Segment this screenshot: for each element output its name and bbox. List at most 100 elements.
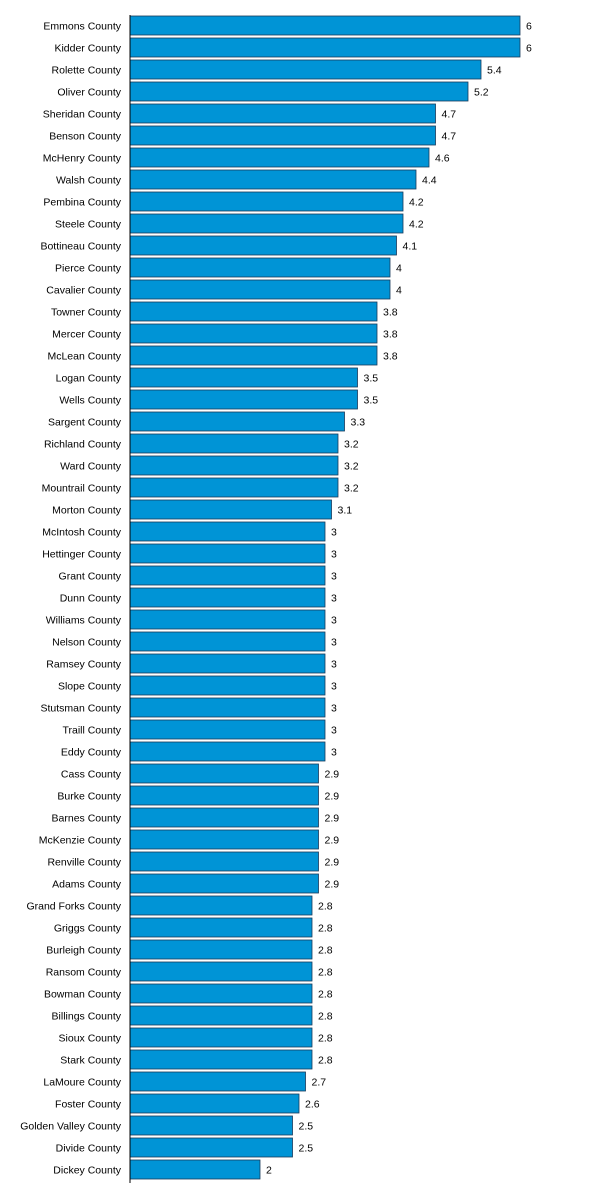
bar-41 [129,917,313,938]
category-label: Sioux County [59,1033,122,1045]
category-label: Pembina County [43,197,121,209]
bar-3 [129,81,469,102]
category-label: Cavalier County [46,285,121,297]
category-label: Ramsey County [46,659,121,671]
bar-33 [129,741,326,762]
category-label: Nelson County [52,637,122,649]
bars-layer [129,15,521,1180]
value-label: 3.5 [364,395,379,407]
category-label: Oliver County [57,87,121,99]
category-label: McKenzie County [39,835,122,847]
value-label: 2.8 [318,1033,333,1045]
value-label: 4.7 [442,131,457,143]
value-label: 3 [331,571,337,583]
bar-50 [129,1115,293,1136]
bar-4 [129,103,436,124]
value-label: 6 [526,43,532,55]
category-label: Cass County [61,769,122,781]
value-label: 6 [526,21,532,33]
category-label: Renville County [47,857,121,869]
value-label: 3 [331,703,337,715]
category-label: Williams County [46,615,122,627]
value-label: 2.8 [318,1055,333,1067]
value-label: 3 [331,681,337,693]
category-label: LaMoure County [43,1077,121,1089]
value-label: 3 [331,593,337,605]
category-label: Sargent County [48,417,122,429]
bar-34 [129,763,319,784]
bar-28 [129,631,326,652]
bar-37 [129,829,319,850]
bar-47 [129,1049,313,1070]
value-label: 3.3 [351,417,366,429]
bar-46 [129,1027,313,1048]
bar-32 [129,719,326,740]
bar-52 [129,1159,261,1180]
value-label: 2.5 [299,1143,314,1155]
category-label: Divide County [56,1143,122,1155]
category-label: Burke County [57,791,121,803]
category-label: Ransom County [46,967,122,979]
category-label: Bowman County [44,989,122,1001]
bar-38 [129,851,319,872]
value-label: 4.6 [435,153,450,165]
bar-16 [129,367,358,388]
category-label: Golden Valley County [20,1121,122,1133]
bar-5 [129,125,436,146]
category-label: Dickey County [53,1165,121,1177]
bar-48 [129,1071,306,1092]
category-label: Dunn County [60,593,122,605]
category-label: McHenry County [43,153,122,165]
category-label: Emmons County [43,21,121,33]
bar-20 [129,455,339,476]
bar-15 [129,345,378,366]
value-label: 5.4 [487,65,502,77]
value-label: 2.5 [299,1121,314,1133]
value-label: 4 [396,263,402,275]
value-label: 4.1 [403,241,418,253]
category-label: Pierce County [55,263,122,275]
bar-6 [129,147,430,168]
category-label: Wells County [59,395,121,407]
category-labels: Emmons County Kidder County Rolette County… [20,21,122,1177]
bar-26 [129,587,326,608]
category-label: Sheridan County [43,109,122,121]
value-label: 2 [266,1165,272,1177]
category-label: Benson County [49,131,122,143]
bar-36 [129,807,319,828]
bar-23 [129,521,326,542]
category-label: Grant County [59,571,122,583]
category-label: Mercer County [52,329,122,341]
value-label: 2.9 [325,857,340,869]
category-label: Ward County [60,461,122,473]
bar-12 [129,279,391,300]
value-label: 2.9 [325,769,340,781]
value-label: 3 [331,659,337,671]
bar-25 [129,565,326,586]
category-label: Kidder County [54,43,121,55]
bar-2 [129,59,482,80]
value-label: 2.8 [318,989,333,1001]
category-label: Griggs County [54,923,122,935]
category-label: Foster County [55,1099,122,1111]
bar-14 [129,323,378,344]
category-label: Rolette County [52,65,122,77]
bar-1 [129,37,521,58]
bar-13 [129,301,378,322]
value-label: 2.7 [312,1077,327,1089]
bar-39 [129,873,319,894]
category-label: Eddy County [61,747,122,759]
bar-18 [129,411,345,432]
bar-42 [129,939,313,960]
bar-8 [129,191,404,212]
value-label: 3 [331,747,337,759]
value-label: 3 [331,527,337,539]
value-label: 3.2 [344,483,359,495]
category-label: McIntosh County [42,527,122,539]
bar-35 [129,785,319,806]
bar-7 [129,169,417,190]
value-label: 3 [331,549,337,561]
category-label: Burleigh County [46,945,121,957]
value-label: 3.8 [383,351,398,363]
category-label: Stutsman County [40,703,121,715]
